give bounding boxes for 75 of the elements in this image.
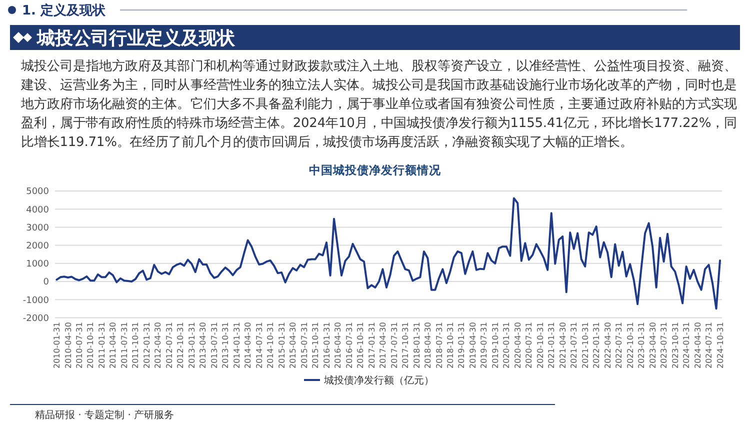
x-tick-label: 2014-10-31 [266,322,276,368]
x-tick-label: 2015-01-31 [277,322,286,368]
legend-label: 城投债净发行额（亿元） [323,374,434,386]
x-tick-label: 2013-01-31 [187,322,196,368]
x-tick-label: 2019-01-31 [457,322,466,368]
x-tick-label: 2022-04-30 [603,322,612,368]
x-tick-label: 2020-04-30 [513,322,522,368]
x-tick-label: 2018-07-31 [434,322,444,368]
x-tick-label: 2019-10-31 [490,322,500,368]
x-tick-label: 2016-01-31 [322,322,332,368]
x-tick-label: 2011-04-30 [108,322,118,368]
x-tick-label: 2023-04-30 [648,322,658,368]
y-tick-label: 4000 [26,205,50,216]
x-tick-label: 2016-04-30 [334,322,343,368]
x-tick-label: 2017-01-31 [367,322,376,368]
x-tick-label: 2017-07-31 [390,322,399,368]
x-tick-label: 2018-01-31 [412,322,422,368]
x-tick-label: 2012-10-31 [176,322,186,368]
x-tick-label: 2024-01-31 [682,322,692,368]
x-tick-label: 2013-07-31 [210,322,219,368]
x-tick-label: 2010-10-31 [86,322,96,368]
x-tick-label: 2022-10-31 [626,322,635,368]
x-tick-label: 2024-04-30 [693,322,702,368]
x-tick-label: 2020-10-31 [536,322,545,368]
x-tick-label: 2010-04-30 [64,322,73,368]
y-tick-label: 2000 [26,241,50,252]
x-tick-label: 2013-04-30 [198,322,208,368]
y-tick-label: 3000 [26,223,50,234]
x-tick-label: 2015-10-31 [311,322,320,368]
x-tick-label: 2024-07-31 [704,322,714,368]
x-tick-label: 2012-04-30 [154,322,163,368]
x-tick-label: 2017-10-31 [401,322,410,368]
x-tick-label: 2022-07-31 [614,322,624,368]
y-tick-label: -2000 [22,314,50,324]
x-tick-label: 2017-04-30 [378,322,388,368]
x-tick-label: 2021-04-30 [558,322,568,368]
x-tick-label: 2016-10-31 [356,322,366,368]
x-tick-label: 2020-07-31 [524,322,534,368]
x-tick-label: 2011-01-31 [97,322,106,368]
y-tick-label: 0 [43,278,50,288]
y-tick-label: -1000 [22,296,50,306]
y-tick-label: 1000 [26,260,50,270]
text: 城投公司行业定义及现状 [36,28,236,49]
x-tick-label: 2023-07-31 [660,322,669,368]
x-tick-label: 2021-07-31 [570,322,579,368]
x-tick-label: 2010-01-31 [52,322,62,368]
x-tick-label: 2016-07-31 [344,322,354,368]
x-tick-label: 2012-01-31 [142,322,152,368]
x-tick-label: 2018-04-30 [424,322,432,368]
x-tick-label: 2020-01-31 [502,322,512,368]
x-tick-label: 2021-10-31 [580,322,590,368]
x-tick-label: 2023-10-31 [670,322,680,368]
x-tick-label: 2015-04-30 [288,322,298,368]
x-tick-label: 2011-07-31 [120,322,129,368]
line-series [56,197,721,310]
x-tick-label: 2019-04-30 [468,322,478,368]
x-tick-label: 2014-07-31 [254,322,264,368]
x-tick-label: 2022-01-31 [592,322,602,368]
x-tick-label: 2013-10-31 [221,322,230,368]
x-tick-label: 2014-04-30 [244,322,253,368]
x-tick-label: 2014-01-31 [232,322,242,368]
x-tick-label: 2015-07-31 [300,322,309,368]
x-tick-label: 2012-07-31 [164,322,174,368]
chart-title: 中国城投债净发行额情况 [309,163,442,177]
x-tick-label: 2011-10-31 [131,322,140,368]
text: 城投公司是指地方政府及其部门和机构等通过财政拨款或注入土地、股权等资产设立，以准经营性、公益性项目投资、融资、建设、运营业务为主，同时从事经营性业务的独立法人实体。城投公司是我国市政基础设施行业市场化改革的产物，同时也是地方政府市场化融资的主体。它们大多不具备盈利能力，属于事业单位或者国有独资公司性质，主要通过政府补贴的方式实现盈利，属于带有政府性质的特殊市场经营主体。2024年10月，中国城投债净发行额为1155.41亿元，环比增长177.22%，同比增长119.71%。在经历了前几个月的债市回调后，城投债市场再度活跃，净融资额实现了大幅的正增长。 [21,58,737,152]
x-tick-label: 2019-07-31 [480,322,489,368]
text: 1. 定义及现状 [22,2,107,18]
x-tick-label: 2024-10-31 [716,322,725,368]
x-tick-label: 2023-01-31 [637,322,646,368]
x-tick-label: 2021-01-31 [547,322,556,368]
text: 精品研报 · 专题定制 · 产研服务 [35,409,174,421]
y-tick-label: 5000 [26,187,50,198]
x-tick-label: 2018-10-31 [446,322,455,368]
x-tick-label: 2010-07-31 [74,322,84,368]
